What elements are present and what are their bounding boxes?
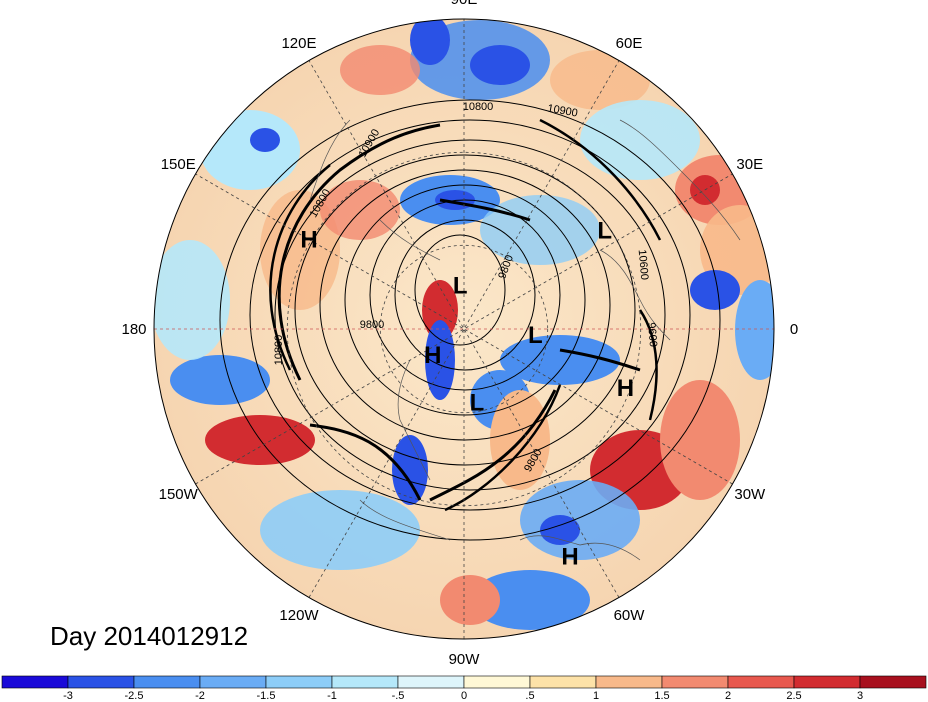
lon-label-60e: 60E <box>616 35 643 52</box>
pressure-center-low: L <box>453 273 468 300</box>
contour-label: 10800 <box>273 335 285 366</box>
colorbar-tick-label: 0 <box>461 690 467 702</box>
pressure-center-high: H <box>617 375 634 402</box>
contour-label: 9600 <box>645 322 659 347</box>
colorbar-swatch <box>727 675 795 689</box>
colorbar-swatch <box>265 675 333 689</box>
pressure-center-high: H <box>300 227 317 254</box>
pressure-center-high: H <box>561 544 578 571</box>
latitude-circle <box>379 244 549 414</box>
lon-label-120w: 120W <box>279 607 319 624</box>
colorbar-swatch <box>133 675 201 689</box>
lon-label-0: 0 <box>790 321 798 338</box>
colorbar-swatch <box>67 675 135 689</box>
coastlines <box>309 119 741 561</box>
pressure-center-low: L <box>470 389 485 416</box>
colorbar-swatch <box>463 675 531 689</box>
contour-label: 10600 <box>636 249 651 281</box>
colorbar-swatch <box>199 675 267 689</box>
lat-lon-grid <box>154 19 774 639</box>
meridian-line <box>308 60 620 598</box>
colorbar-tick-label: 1.5 <box>654 690 669 702</box>
lon-label-90e: 90E <box>451 0 478 8</box>
colorbar-tick-label: -1.5 <box>257 690 276 702</box>
colorbar: -3 -2.5 -2 -1.5 -1 -.5 0 .5 1 1.5 2 2.5 3 <box>1 675 927 702</box>
lon-label-180: 180 <box>121 321 146 338</box>
colorbar-tick-label: 2.5 <box>786 690 801 702</box>
colorbar-swatch <box>1 675 69 689</box>
pressure-center-low: L <box>528 322 543 349</box>
meridian-line <box>195 173 733 485</box>
lon-label-90w: 90W <box>449 651 481 668</box>
colorbar-tick-label: -.5 <box>392 690 405 702</box>
meridian-line <box>308 60 620 598</box>
lon-label-150w: 150W <box>159 486 199 503</box>
lon-label-60w: 60W <box>614 607 646 624</box>
colorbar-tick-label: -3 <box>63 690 73 702</box>
colorbar-swatch <box>595 675 663 689</box>
colorbar-tick-label: -2 <box>195 690 205 702</box>
colorbar-swatch <box>331 675 399 689</box>
pressure-center-labels: H L L H L H L H <box>300 217 634 570</box>
colorbar-swatch <box>859 675 927 689</box>
colorbar-tick-label: -2.5 <box>125 690 144 702</box>
lon-label-30e: 30E <box>736 156 763 173</box>
lon-label-30w: 30W <box>734 486 766 503</box>
colorbar-swatch <box>397 675 465 689</box>
colorbar-tick-label: 2 <box>725 690 731 702</box>
latitude-circle <box>286 151 642 507</box>
contour-label: 9800 <box>360 319 384 331</box>
colorbar-swatch <box>661 675 729 689</box>
colorbar-swatch <box>793 675 861 689</box>
lon-label-120e: 120E <box>281 35 316 52</box>
colorbar-tick-label: 3 <box>857 690 863 702</box>
height-contours <box>219 99 721 541</box>
pressure-center-low: L <box>597 217 612 244</box>
meridian-line <box>195 173 733 485</box>
pressure-center-high: H <box>424 342 441 369</box>
colorbar-tick-label: -1 <box>327 690 337 702</box>
longitude-labels: 90E 60E 30E 0 30W 60W 90W 120W 150W 180 150E 120E <box>121 0 798 668</box>
contour-label: 10900 <box>546 102 578 119</box>
map-title: Day 2014012912 <box>50 621 248 651</box>
colorbar-swatch <box>529 675 597 689</box>
colorbar-tick-label: 1 <box>593 690 599 702</box>
colorbar-tick-label: .5 <box>525 690 534 702</box>
lon-label-150e: 150E <box>161 156 196 173</box>
map-boundary <box>153 18 775 640</box>
contour-label: 10800 <box>463 101 494 113</box>
